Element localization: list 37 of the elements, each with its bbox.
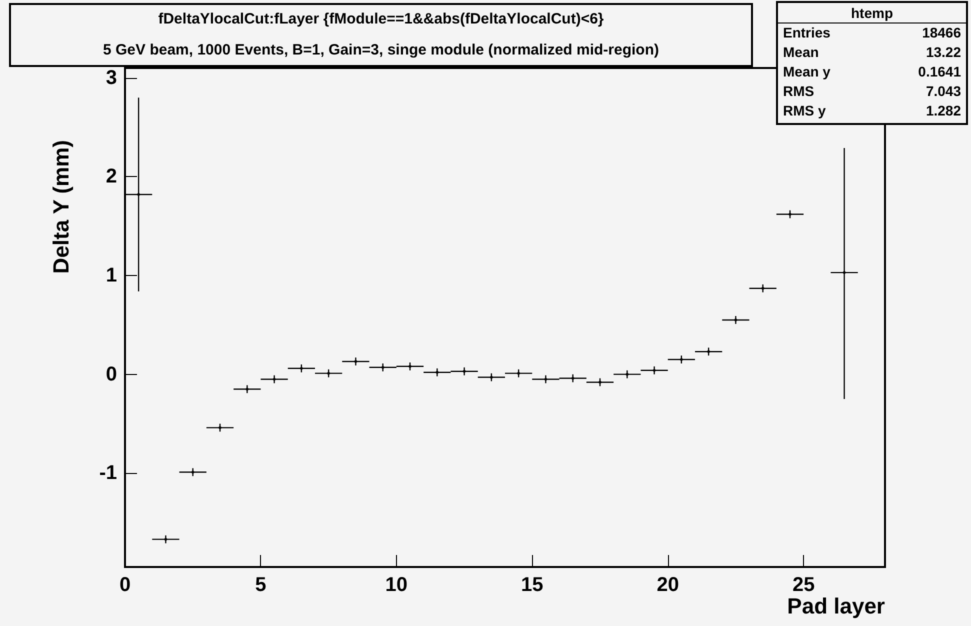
point: [788, 212, 792, 216]
point: [272, 378, 276, 381]
point: [652, 368, 656, 372]
point: [218, 426, 222, 430]
y-axis-title: Delta Y (mm): [48, 140, 74, 274]
text: RMS 7.043: [783, 83, 961, 99]
chart-title: fDeltaYlocalCut:fLayer {fModule==1&&abs(fDeltaYlocalCut)<6}: [158, 10, 604, 28]
point: [191, 470, 194, 474]
y-tick-label: 1: [106, 264, 117, 287]
x-tick-label: 25: [792, 574, 815, 596]
x-axis-title: Pad layer: [787, 594, 886, 618]
point: [164, 538, 168, 541]
x-tick-label: 20: [656, 574, 679, 596]
point: [436, 370, 439, 374]
x-tick-label: 10: [385, 574, 408, 596]
text: Mean y 0.1641: [783, 64, 961, 80]
point: [490, 376, 493, 379]
text: RMS y 1.282: [783, 102, 961, 118]
y-tick-label: 2: [106, 166, 117, 188]
point: [842, 271, 846, 274]
point: [544, 378, 548, 381]
chart-subtitle: 5 GeV beam, 1000 Events, B=1, Gain=3, singe module (normalized mid-region): [102, 42, 660, 58]
x-tick-label: 5: [255, 574, 266, 596]
point: [598, 380, 602, 384]
y-tick-label: 3: [106, 66, 117, 89]
y-tick-label: 0: [106, 363, 117, 386]
point: [734, 318, 738, 322]
x-tick-label: 15: [521, 574, 544, 596]
point: [626, 372, 629, 376]
text: Mean 13.22: [783, 44, 961, 60]
x-tick-label: 0: [119, 574, 131, 596]
point: [246, 388, 249, 391]
point: [354, 360, 358, 363]
y-tick-label: -1: [99, 462, 117, 484]
text: htemp: [851, 5, 893, 21]
point: [462, 370, 466, 373]
text: Entries 18466: [783, 24, 961, 40]
